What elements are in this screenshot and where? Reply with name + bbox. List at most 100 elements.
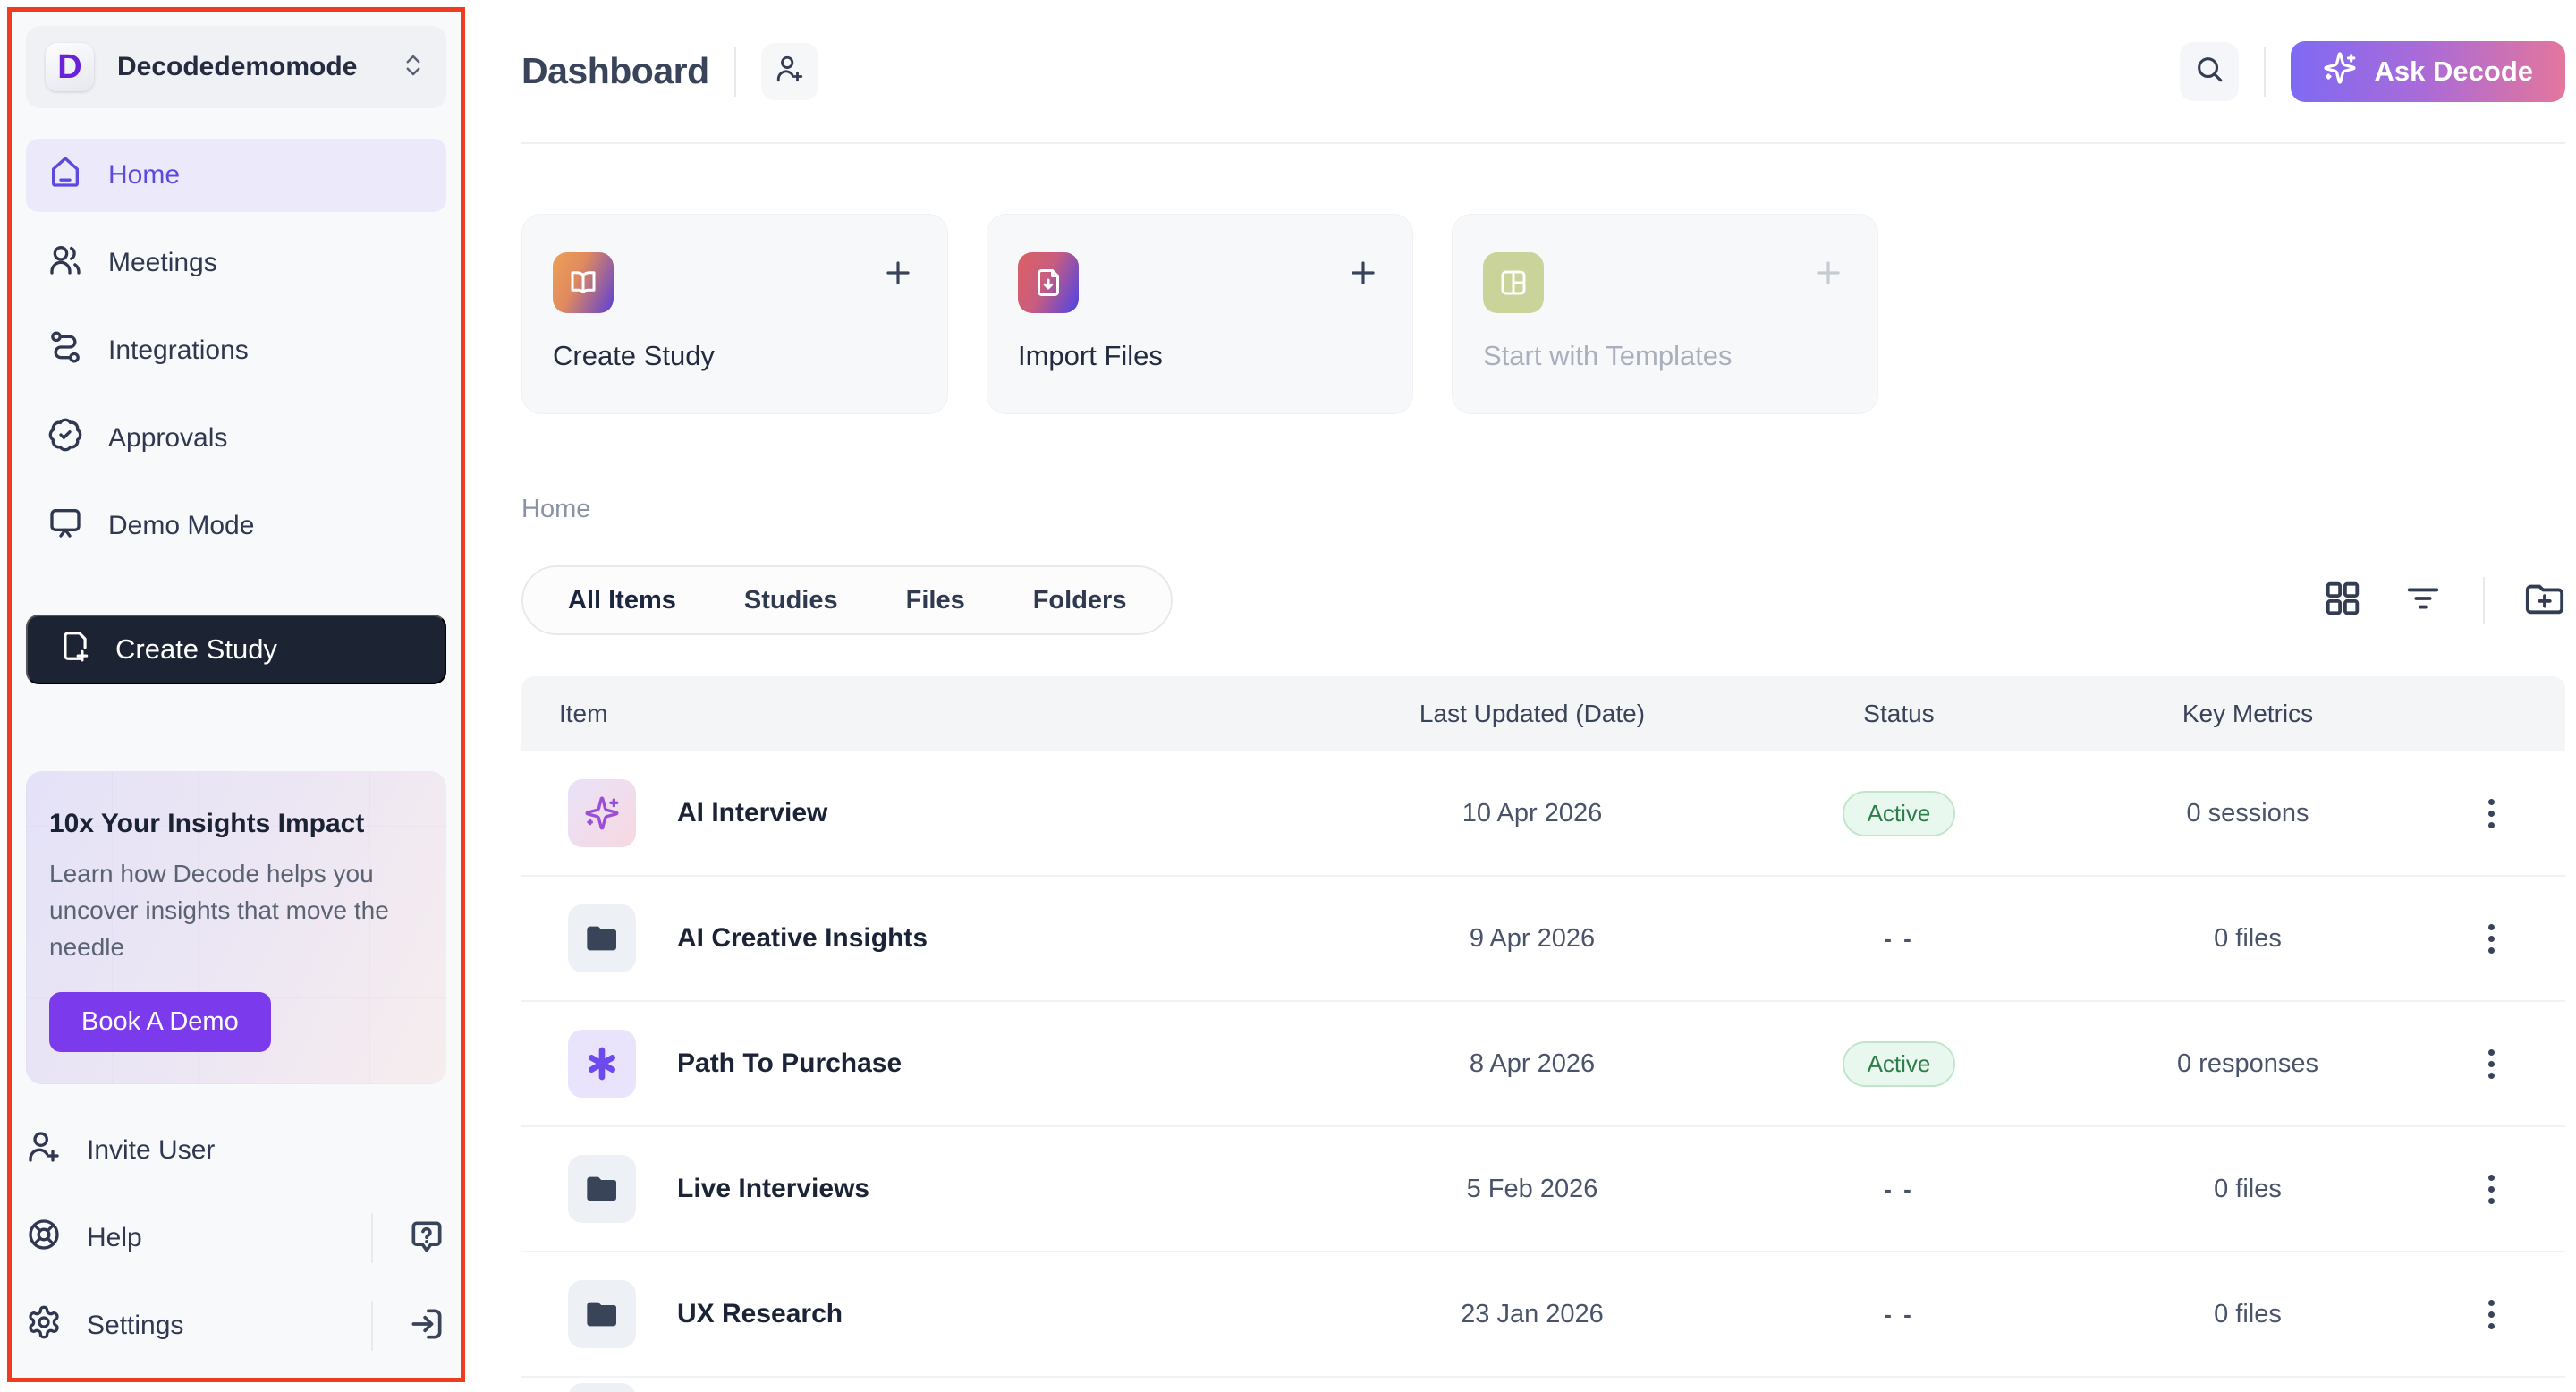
breadcrumb: Home <box>521 495 591 523</box>
topbar-divider <box>733 46 736 97</box>
status-empty: - - <box>1884 1300 1914 1328</box>
items-table: Item Last Updated (Date) Status Key Metr… <box>521 676 2565 1392</box>
folder-icon <box>568 1280 636 1348</box>
table-row[interactable]: AI Creative Insights 9 Apr 2026 - - 0 fi… <box>521 877 2565 1002</box>
item-type-tabs: All Items Studies Files Folders <box>521 565 1174 635</box>
footer-item-label: Help <box>87 1223 142 1252</box>
table-row[interactable]: Live Interviews 5 Feb 2026 - - 0 files <box>521 1127 2565 1252</box>
card-label: Start with Templates <box>1483 340 1733 371</box>
folder-icon <box>568 1155 636 1223</box>
item-date: 10 Apr 2026 <box>1462 798 1603 828</box>
create-study-button[interactable]: Create Study <box>26 615 446 684</box>
presentation-icon <box>47 505 83 547</box>
item-metrics: 0 responses <box>2177 1048 2318 1078</box>
item-name: AI Creative Insights <box>677 923 928 953</box>
start-with-templates-card[interactable]: Start with Templates <box>1452 214 1878 414</box>
settings-button[interactable]: Settings <box>26 1304 371 1347</box>
topbar: Dashboard Ask Decode <box>521 0 2565 144</box>
asterisk-icon <box>568 1030 636 1098</box>
column-header-key-metrics: Key Metrics <box>2182 700 2314 727</box>
row-menu-button[interactable] <box>2479 1166 2504 1213</box>
item-name: Path To Purchase <box>677 1048 902 1078</box>
message-question-icon <box>407 1217 446 1260</box>
sidebar: D Decodedemomode Home Meetings Integrati… <box>7 7 465 1382</box>
folder-plus-icon[interactable] <box>2524 578 2565 624</box>
ask-decode-label: Ask Decode <box>2374 55 2533 87</box>
grid-view-icon[interactable] <box>2322 578 2363 624</box>
user-plus-icon <box>26 1129 62 1172</box>
card-label: Import Files <box>1018 340 1163 371</box>
route-icon <box>47 329 83 372</box>
column-header-item: Item <box>559 700 608 727</box>
help-chat-button[interactable] <box>407 1217 446 1260</box>
footer-divider <box>371 1213 373 1263</box>
column-header-status: Status <box>1863 700 1935 727</box>
card-label: Create Study <box>553 340 715 371</box>
page-title: Dashboard <box>521 50 709 91</box>
sidebar-item-home[interactable]: Home <box>26 139 446 212</box>
folder-icon <box>568 1383 636 1392</box>
table-row[interactable]: AI Interview 10 Apr 2026 Active 0 sessio… <box>521 751 2565 877</box>
item-metrics: 0 files <box>2214 923 2282 953</box>
item-date: 23 Jan 2026 <box>1461 1299 1604 1328</box>
table-row[interactable]: UX Research 23 Jan 2026 - - 0 files <box>521 1252 2565 1378</box>
invite-user-button[interactable]: Invite User <box>26 1129 446 1172</box>
create-study-label: Create Study <box>115 633 277 665</box>
status-badge: Active <box>1842 790 1956 836</box>
log-out-icon <box>407 1304 446 1348</box>
create-study-card[interactable]: Create Study <box>521 214 948 414</box>
sidebar-item-label: Approvals <box>108 423 228 453</box>
search-icon <box>2194 54 2224 89</box>
sidebar-item-integrations[interactable]: Integrations <box>26 314 446 387</box>
table-row[interactable]: Path To Purchase 8 Apr 2026 Active 0 res… <box>521 1002 2565 1127</box>
import-files-card[interactable]: Import Files <box>987 214 1413 414</box>
quick-actions: Create Study Import Files Start with Tem… <box>521 214 2565 414</box>
home-icon <box>47 154 83 197</box>
tab-files[interactable]: Files <box>905 586 965 615</box>
footer-item-label: Settings <box>87 1311 184 1340</box>
users-icon <box>47 242 83 284</box>
item-name: UX Research <box>677 1299 843 1328</box>
sidebar-footer: Invite User Help Settings <box>26 1118 446 1358</box>
life-buoy-icon <box>26 1217 62 1260</box>
badge-check-icon <box>47 417 83 460</box>
item-metrics: 0 files <box>2214 1299 2282 1328</box>
search-button[interactable] <box>2179 41 2239 101</box>
book-a-demo-button[interactable]: Book A Demo <box>49 992 271 1052</box>
decode-logo: D <box>46 43 94 91</box>
row-menu-button[interactable] <box>2479 915 2504 963</box>
status-badge: Active <box>1842 1040 1956 1087</box>
sidebar-item-approvals[interactable]: Approvals <box>26 402 446 475</box>
tab-studies[interactable]: Studies <box>743 586 838 615</box>
sidebar-spacer <box>26 684 446 771</box>
main-content: Dashboard Ask Decode Create Study <box>517 0 2576 1392</box>
column-header-last-updated: Last Updated (Date) <box>1419 700 1646 727</box>
file-plus-icon <box>58 629 92 670</box>
plus-icon <box>1811 256 1845 294</box>
item-date: 8 Apr 2026 <box>1469 1048 1596 1078</box>
row-menu-button[interactable] <box>2479 790 2504 837</box>
row-menu-button[interactable] <box>2479 1040 2504 1088</box>
promo-card: 10x Your Insights Impact Learn how Decod… <box>26 771 446 1084</box>
tab-all-items[interactable]: All Items <box>568 586 676 615</box>
invite-user-quick-button[interactable] <box>760 42 818 100</box>
table-header: Item Last Updated (Date) Status Key Metr… <box>521 676 2565 751</box>
logout-button[interactable] <box>407 1304 446 1348</box>
gear-icon <box>26 1304 62 1347</box>
filter-icon[interactable] <box>2402 578 2444 624</box>
help-button[interactable]: Help <box>26 1217 371 1260</box>
sidebar-item-meetings[interactable]: Meetings <box>26 226 446 300</box>
footer-divider <box>371 1301 373 1351</box>
row-menu-button[interactable] <box>2479 1291 2504 1338</box>
sparkles-icon <box>2323 51 2357 92</box>
workspace-switcher[interactable]: D Decodedemomode <box>26 26 446 108</box>
status-empty: - - <box>1884 924 1914 952</box>
sparkles-icon <box>568 779 636 847</box>
footer-item-label: Invite User <box>87 1135 216 1165</box>
sidebar-item-demo-mode[interactable]: Demo Mode <box>26 489 446 563</box>
ask-decode-button[interactable]: Ask Decode <box>2290 40 2565 102</box>
tab-folders[interactable]: Folders <box>1032 586 1127 615</box>
item-name: Live Interviews <box>677 1174 870 1203</box>
item-date: 9 Apr 2026 <box>1469 923 1596 953</box>
promo-body: Learn how Decode helps you uncover insig… <box>49 860 389 961</box>
